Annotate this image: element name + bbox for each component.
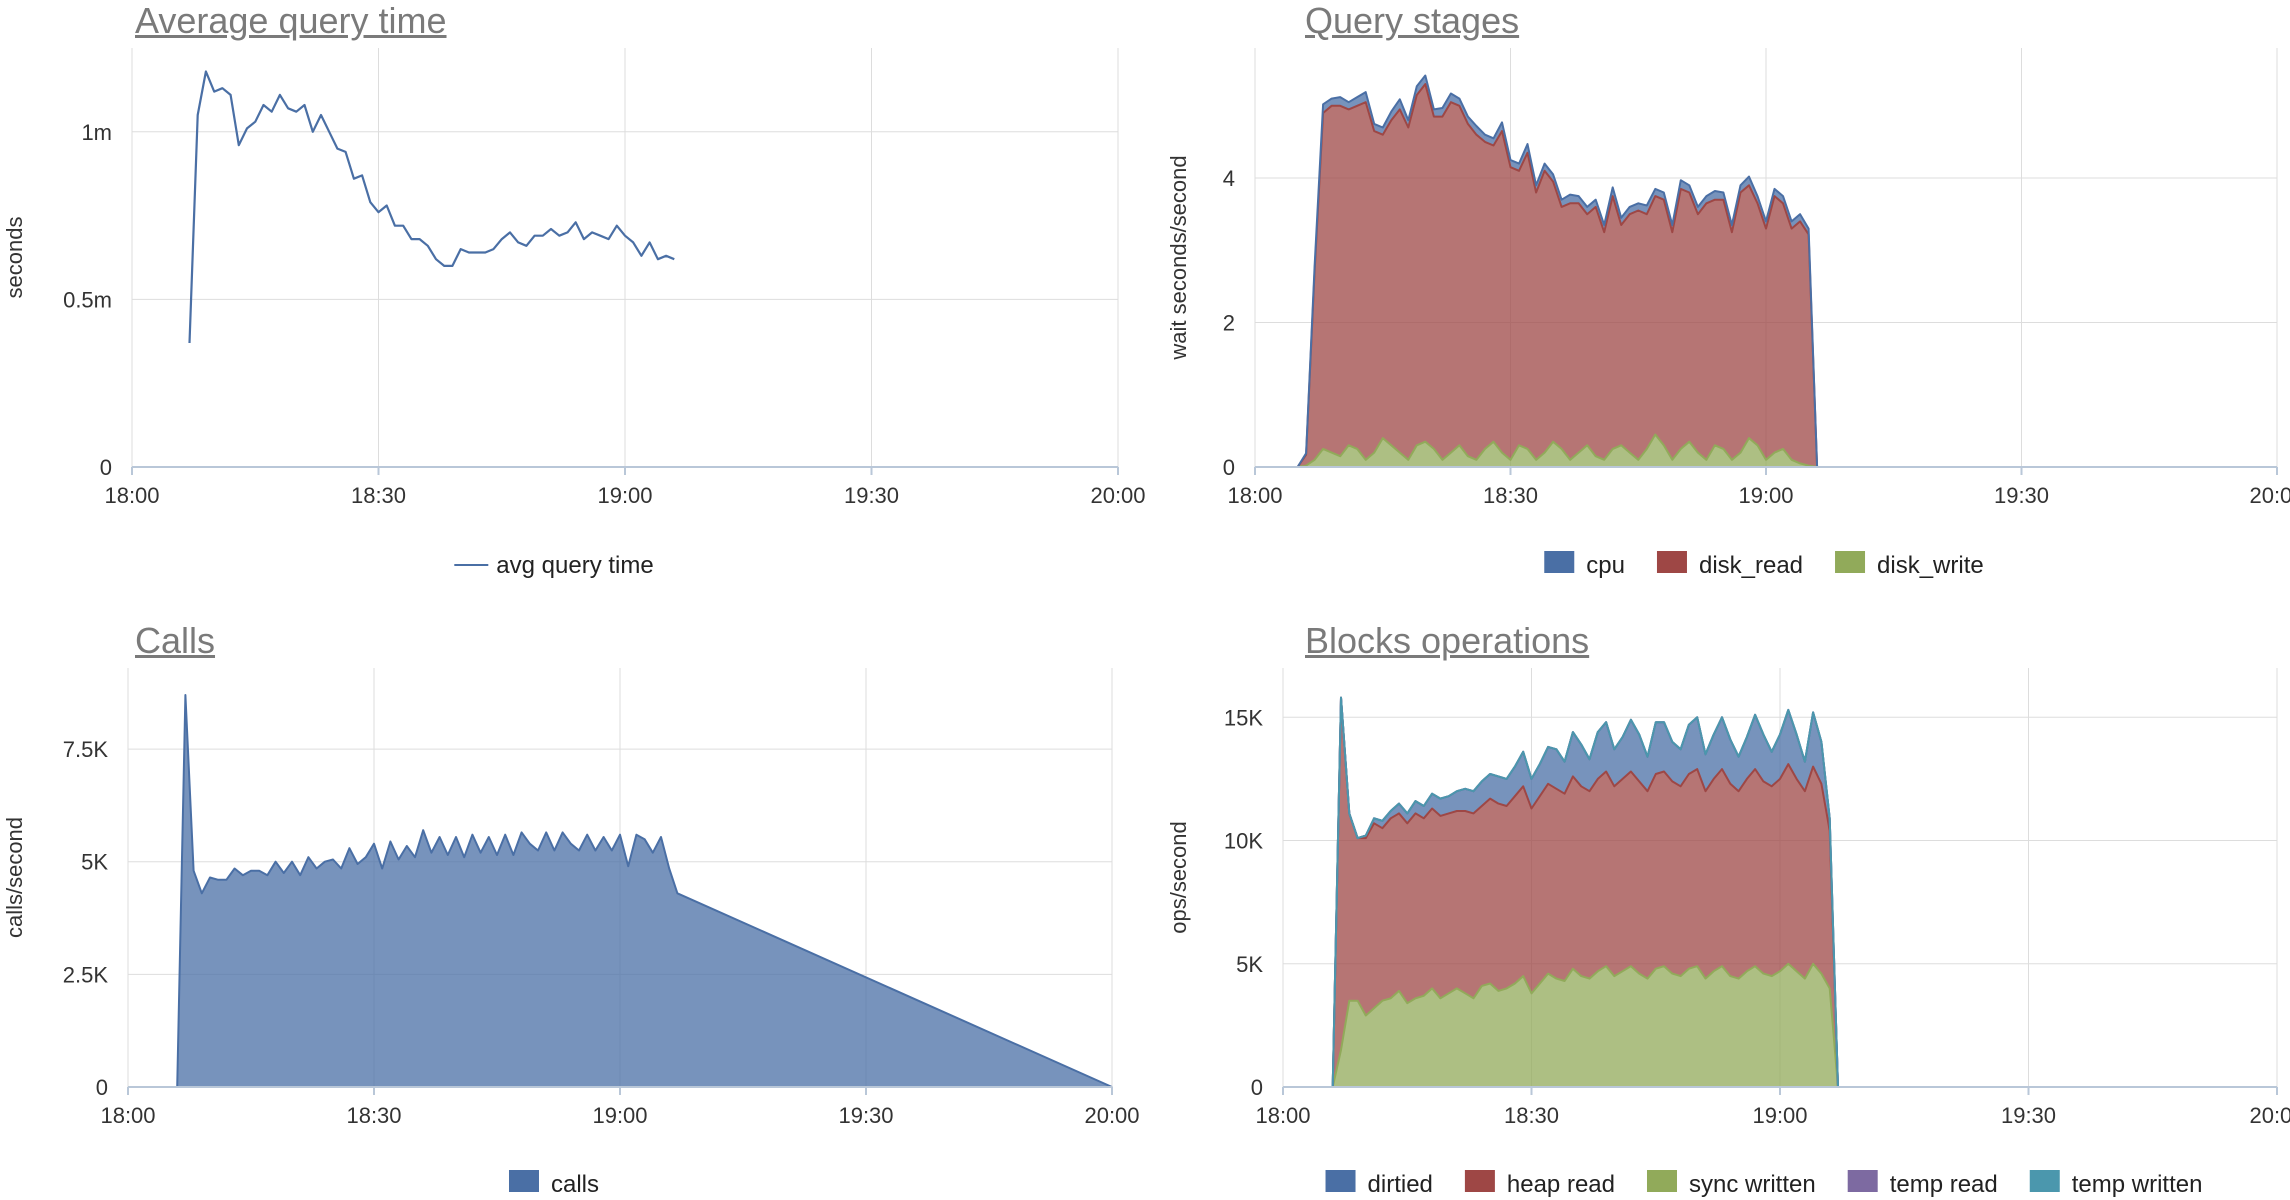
legend-swatch (1656, 551, 1687, 573)
legend-item-sync-written[interactable]: sync written (1646, 1170, 1816, 1198)
legend-swatch (1544, 551, 1575, 573)
legend-label: sync written (1689, 1171, 1816, 1198)
chart-calls: 18:00 18:30 19:00 19:30 20:00 0 2.5K 5K 7.5K call… (2, 668, 1140, 1198)
legend-item-temp-written[interactable]: temp written (2029, 1170, 2203, 1198)
legend-label: temp written (2072, 1171, 2203, 1198)
panel-title-avg-query-time[interactable]: Average query time (135, 0, 447, 41)
x-tick-label: 19:30 (838, 1103, 893, 1128)
series-area-sync-written (1283, 963, 2277, 1087)
legend-swatch (1464, 1170, 1495, 1192)
chart-blocks-operations: 18:00 18:30 19:00 19:30 20:00 0 5K 10K 15K ops/se… (1166, 668, 2290, 1198)
y-tick-label: 15K (1224, 705, 1263, 730)
series-area-heap-read (1283, 697, 2277, 1087)
x-tick-label: 18:00 (1227, 483, 1282, 508)
y-tick-label: 2 (1223, 311, 1235, 336)
legend-item-temp-read[interactable]: temp read (1847, 1170, 1998, 1198)
y-tick-label: 0 (1223, 455, 1235, 480)
legend-label: calls (551, 1171, 599, 1198)
chart-avg-query-time: 18:00 18:30 19:00 19:30 20:00 0 0.5m 1m seconds a… (2, 48, 1146, 579)
panel-calls: Calls 18:00 18:30 19:00 19:30 20:00 0 2.5K 5K 7.… (0, 620, 1145, 1200)
panel-avg-query-time: Average query time 18:00 18:30 19:00 19:30 2… (0, 0, 1146, 600)
series-line-avg-query-time (188, 70, 675, 344)
panel-title-query-stages[interactable]: Query stages (1305, 0, 1520, 41)
series-edge-temp-written (1283, 696, 2277, 1088)
series-area-calls (128, 695, 1112, 1087)
x-tick-label: 19:30 (844, 483, 899, 508)
y-tick-label: 10K (1224, 829, 1263, 854)
y-tick-label: 5K (81, 850, 108, 875)
panel-title-blocks-operations[interactable]: Blocks operations (1305, 620, 1590, 661)
x-tick-label: 20:00 (2249, 483, 2290, 508)
legend-swatch (2029, 1170, 2060, 1192)
legend-label: disk_read (1699, 552, 1803, 579)
legend-swatch (1847, 1170, 1878, 1192)
x-tick-label: 18:00 (104, 483, 159, 508)
x-tick-label: 20:00 (1084, 1103, 1139, 1128)
legend-item-cpu[interactable]: cpu (1544, 551, 1625, 579)
panel-blocks-operations: Blocks operations 18:00 18:30 19:00 19:30 20… (1165, 620, 2290, 1200)
legend-label: cpu (1586, 552, 1625, 579)
y-axis-label: wait seconds/second (1166, 155, 1191, 360)
x-tick-label: 19:30 (2001, 1103, 2056, 1128)
panel-query-stages: Query stages 18:00 18:30 19:00 19:30 20:00 0 2… (1165, 0, 2290, 600)
legend-swatch (1646, 1170, 1677, 1192)
x-tick-label: 19:00 (592, 1103, 647, 1128)
x-tick-label: 18:30 (1483, 483, 1538, 508)
legend-swatch (1325, 1170, 1356, 1192)
x-tick-label: 18:30 (351, 483, 406, 508)
x-tick-label: 19:30 (1994, 483, 2049, 508)
x-tick-label: 19:00 (1752, 1103, 1807, 1128)
y-axis-label: seconds (2, 217, 27, 299)
panel-title-calls[interactable]: Calls (135, 620, 216, 661)
x-tick-label: 18:30 (1504, 1103, 1559, 1128)
legend-label: disk_write (1877, 552, 1984, 579)
x-tick-label: 19:00 (597, 483, 652, 508)
y-tick-label: 0 (96, 1075, 108, 1100)
series-edge-calls (128, 694, 1113, 1088)
y-axis-label: ops/second (1166, 821, 1191, 934)
x-tick-label: 18:00 (1255, 1103, 1310, 1128)
x-tick-label: 20:00 (1090, 483, 1145, 508)
legend-swatch (508, 1170, 539, 1192)
legend-item-calls[interactable]: calls (508, 1170, 599, 1198)
y-tick-label: 5K (1236, 952, 1263, 977)
series-edge-heap-read (1283, 696, 2277, 1088)
series-edge-sync-written (1283, 962, 2277, 1088)
y-tick-label: 4 (1223, 166, 1235, 191)
y-tick-label: 0 (1251, 1075, 1263, 1100)
y-axis-label: calls/second (2, 817, 27, 938)
legend-item-avg-query-time[interactable]: avg query time (454, 552, 654, 579)
chart-query-stages: 18:00 18:30 19:00 19:30 20:00 0 2 4 wait seconds… (1166, 48, 2290, 579)
legend-item-dirtied[interactable]: dirtied (1325, 1170, 1433, 1198)
y-tick-label: 7.5K (63, 737, 109, 762)
y-tick-label: 1m (81, 120, 112, 145)
legend-label: avg query time (496, 552, 653, 579)
legend-label: temp read (1890, 1171, 1998, 1198)
series-area-disk_read (1255, 84, 2277, 467)
legend-item-disk_write[interactable]: disk_write (1835, 551, 1984, 579)
legend-item-heap-read[interactable]: heap read (1464, 1170, 1615, 1198)
series-area-dirtied (1283, 697, 2277, 1087)
legend-swatch (1835, 551, 1866, 573)
legend-label: heap read (1507, 1171, 1615, 1198)
x-tick-label: 20:00 (2249, 1103, 2290, 1128)
y-tick-label: 0.5m (63, 287, 112, 312)
legend-label: dirtied (1368, 1171, 1433, 1198)
y-tick-label: 2.5K (63, 962, 109, 987)
x-tick-label: 18:00 (100, 1103, 155, 1128)
x-tick-label: 19:00 (1738, 483, 1793, 508)
y-tick-label: 0 (100, 455, 112, 480)
x-tick-label: 18:30 (346, 1103, 401, 1128)
legend-item-disk_read[interactable]: disk_read (1656, 551, 1803, 579)
